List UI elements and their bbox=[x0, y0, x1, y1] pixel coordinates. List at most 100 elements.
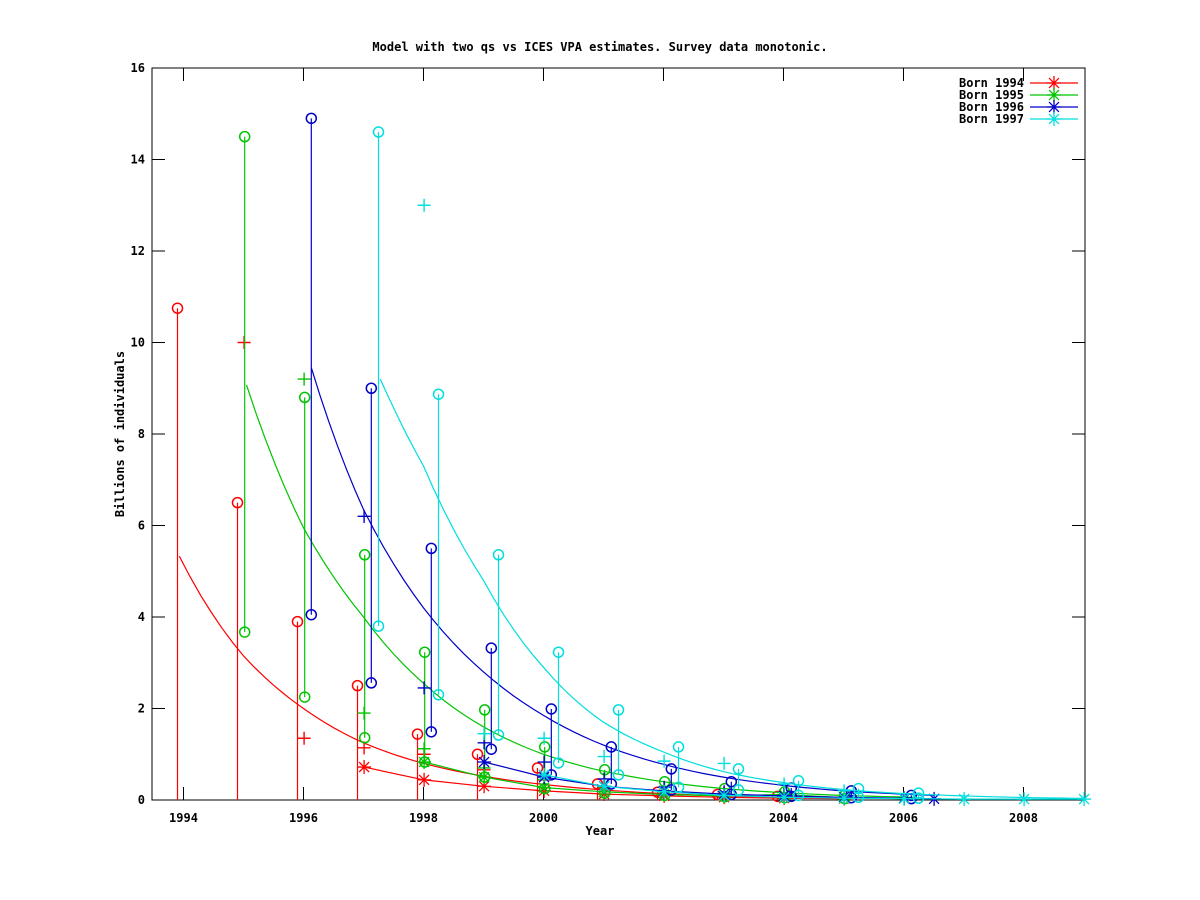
survey-plus-marker bbox=[717, 756, 731, 770]
vpa-star-marker bbox=[597, 779, 612, 794]
legend-item-born-1996: Born 1996 bbox=[959, 100, 1078, 114]
vpa-star-marker bbox=[1047, 100, 1061, 114]
vpa-line bbox=[543, 774, 1085, 800]
survey-circle-marker bbox=[305, 112, 318, 125]
vpa-star-marker bbox=[957, 792, 972, 807]
survey-plus-marker bbox=[597, 750, 611, 764]
survey-circle-marker bbox=[305, 608, 318, 621]
survey-circle-marker bbox=[732, 784, 745, 796]
survey-circle-marker bbox=[852, 791, 865, 804]
survey-circle-marker bbox=[238, 130, 251, 143]
y-tick-label: 6 bbox=[138, 519, 145, 533]
survey-plus-marker bbox=[777, 777, 791, 791]
vpa-star-marker bbox=[1047, 112, 1061, 126]
vpa-star-marker bbox=[1047, 76, 1061, 90]
survey-plus-marker bbox=[357, 741, 371, 755]
survey-circle-marker bbox=[612, 769, 625, 781]
survey-circle-marker bbox=[471, 748, 484, 760]
legend-label: Born 1994 bbox=[959, 76, 1024, 90]
survey-plus-marker bbox=[417, 681, 431, 695]
survey-circle-marker bbox=[552, 757, 565, 769]
vpa-star-marker bbox=[477, 755, 492, 770]
x-tick-label: 2008 bbox=[1009, 811, 1038, 825]
legend-label: Born 1997 bbox=[959, 112, 1024, 126]
series-born-1997 bbox=[372, 126, 1092, 807]
legend-item-born-1994: Born 1994 bbox=[959, 76, 1078, 90]
vpa-star-marker bbox=[1077, 792, 1092, 807]
legend-item-born-1997: Born 1997 bbox=[959, 112, 1078, 126]
survey-plus-marker bbox=[537, 755, 551, 769]
survey-circle-marker bbox=[425, 726, 438, 738]
survey-circle-marker bbox=[432, 388, 445, 400]
model-curve bbox=[310, 367, 934, 796]
survey-plus-marker bbox=[477, 727, 491, 741]
x-tick-label: 2006 bbox=[889, 811, 918, 825]
survey-plus-marker bbox=[297, 372, 311, 386]
y-tick-label: 10 bbox=[131, 336, 145, 350]
survey-circle-marker bbox=[492, 729, 505, 741]
survey-plus-marker bbox=[297, 731, 311, 745]
vpa-star-marker bbox=[657, 784, 672, 799]
survey-plus-marker bbox=[357, 706, 371, 720]
series-born-1996 bbox=[305, 112, 942, 806]
survey-circle-marker bbox=[492, 549, 505, 561]
x-tick-label: 2000 bbox=[529, 811, 558, 825]
survey-circle-marker bbox=[418, 756, 431, 768]
survey-circle-marker bbox=[792, 789, 805, 802]
vpa-star-marker bbox=[417, 772, 432, 787]
x-tick-label: 2004 bbox=[769, 811, 798, 825]
survey-circle-marker bbox=[171, 302, 184, 314]
survey-plus-marker bbox=[417, 198, 431, 212]
chart-title: Model with two qs vs ICES VPA estimates.… bbox=[372, 40, 828, 54]
survey-circle-marker bbox=[365, 382, 378, 394]
legend-label: Born 1996 bbox=[959, 100, 1024, 114]
survey-circle-marker bbox=[612, 704, 625, 716]
x-axis-label: Year bbox=[585, 824, 615, 838]
survey-circle-marker bbox=[432, 689, 445, 701]
y-tick-label: 4 bbox=[138, 610, 145, 624]
survey-circle-marker bbox=[291, 615, 304, 628]
x-tick-label: 1996 bbox=[289, 811, 318, 825]
survey-circle-marker bbox=[665, 763, 678, 775]
survey-circle-marker bbox=[912, 792, 925, 804]
y-tick-label: 0 bbox=[138, 793, 145, 807]
series-born-1995 bbox=[238, 130, 916, 806]
series-born-1994 bbox=[171, 302, 852, 806]
survey-circle-marker bbox=[372, 126, 385, 138]
survey-circle-marker bbox=[231, 496, 244, 509]
axes: 1994 1996 1998 2000 2002 2004 2006 2008 0 2 4 6 8 10 1… bbox=[131, 61, 1085, 825]
survey-circle-marker bbox=[298, 391, 311, 404]
survey-circle-marker bbox=[365, 677, 378, 689]
legend-label: Born 1995 bbox=[959, 88, 1024, 102]
vpa-star-marker bbox=[477, 779, 492, 794]
model-curve bbox=[178, 555, 850, 799]
survey-circle-marker bbox=[358, 732, 371, 744]
survey-circle-marker bbox=[605, 741, 618, 753]
survey-circle-marker bbox=[912, 787, 925, 799]
survey-circle-marker bbox=[485, 642, 498, 654]
plot-border bbox=[151, 67, 1086, 801]
survey-circle-marker bbox=[485, 743, 498, 755]
vpa-star-marker bbox=[897, 791, 912, 806]
x-tick-label: 1994 bbox=[169, 811, 198, 825]
x-tick-label: 2002 bbox=[649, 811, 678, 825]
vpa-star-marker bbox=[1017, 792, 1032, 807]
survey-plus-marker bbox=[657, 754, 671, 768]
x-tick-label: 1998 bbox=[409, 811, 438, 825]
survey-circle-marker bbox=[852, 782, 865, 795]
survey-circle-marker bbox=[785, 790, 798, 803]
survey-circle-marker bbox=[545, 703, 558, 715]
survey-circle-marker bbox=[238, 626, 251, 638]
survey-plus-marker bbox=[417, 742, 431, 756]
survey-circle-marker bbox=[411, 728, 424, 740]
survey-plus-marker bbox=[357, 509, 371, 523]
legend-item-born-1995: Born 1995 bbox=[959, 88, 1078, 102]
survey-circle-marker bbox=[672, 741, 685, 753]
vpa-star-marker bbox=[537, 780, 552, 795]
survey-circle-marker bbox=[672, 781, 685, 793]
y-tick-label: 2 bbox=[138, 702, 145, 716]
survey-circle-marker bbox=[298, 691, 311, 703]
y-tick-label: 8 bbox=[138, 427, 145, 441]
